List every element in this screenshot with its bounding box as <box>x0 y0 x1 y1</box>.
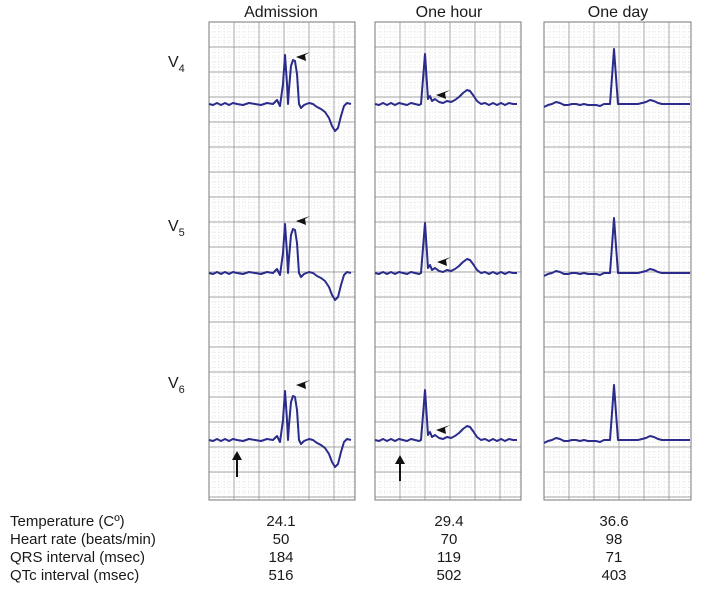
ecg-trace <box>543 384 690 444</box>
ecg-trace <box>208 390 352 468</box>
table-cell: 70 <box>440 531 458 548</box>
panel-border <box>208 21 356 501</box>
arrowhead-icon <box>296 216 310 225</box>
annotation-markers <box>232 52 451 481</box>
arrowhead-icon <box>437 257 451 266</box>
panel-border <box>543 21 692 501</box>
arrowhead-icon <box>296 52 310 61</box>
table-row-label: QTc interval (msec) <box>10 567 140 584</box>
table-cell: 184 <box>268 549 294 566</box>
ecg-trace <box>374 53 517 106</box>
table-cell: 516 <box>268 567 294 584</box>
table-cell: 71 <box>605 549 623 566</box>
column-title: One hour <box>416 4 483 21</box>
column-title: Admission <box>244 4 318 21</box>
arrowhead-icon <box>296 380 310 389</box>
ecg-trace <box>374 222 517 275</box>
table-cell: 50 <box>272 531 290 548</box>
lead-label: V5 <box>168 218 185 239</box>
table-cell: 98 <box>605 531 623 548</box>
table-cell: 24.1 <box>266 513 296 530</box>
table-row-label: Heart rate (beats/min) <box>10 531 156 548</box>
ecg-figure: Admission One hour One day V4 V5 V6 <box>168 4 692 501</box>
column-title: One day <box>588 4 648 21</box>
lead-label: V4 <box>168 54 185 75</box>
ecg-panel <box>374 21 522 501</box>
table-row-label: Temperature (Cº) <box>10 513 125 530</box>
ecg-trace <box>543 217 690 277</box>
lead-label: V6 <box>168 375 185 396</box>
arrowhead-icon <box>436 90 450 99</box>
table-cell: 119 <box>437 549 461 566</box>
up-arrow-icon <box>232 451 242 460</box>
table-cell: 403 <box>601 567 627 584</box>
table-row-label: QRS interval (msec) <box>10 549 146 566</box>
ecg-trace <box>374 389 517 442</box>
table-cell: 29.4 <box>434 513 464 530</box>
table-cell: 502 <box>436 567 462 584</box>
table-cell: 36.6 <box>599 513 629 530</box>
up-arrow-icon <box>395 455 405 464</box>
ecg-panel <box>208 21 356 501</box>
ecg-trace <box>543 48 690 108</box>
panel-border <box>374 21 522 501</box>
arrowhead-icon <box>436 425 450 434</box>
ecg-panel <box>543 21 692 501</box>
ecg-trace <box>208 223 352 301</box>
ecg-trace <box>208 54 352 132</box>
